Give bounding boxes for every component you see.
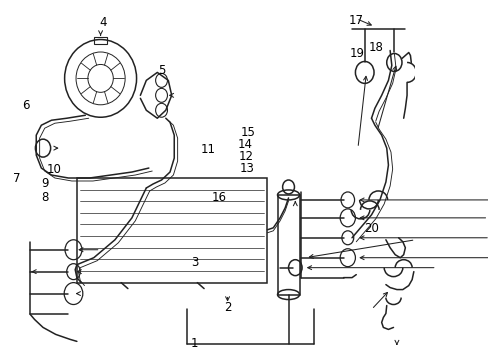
Text: 1: 1 [190, 337, 198, 350]
Text: 15: 15 [240, 126, 255, 139]
Bar [94, 37, 107, 44]
Bar [277, 195, 299, 294]
Text: 16: 16 [211, 191, 226, 204]
Text: 13: 13 [239, 162, 254, 175]
Text: 7: 7 [13, 172, 20, 185]
Text: 8: 8 [41, 191, 49, 204]
Text: 10: 10 [47, 163, 62, 176]
Text: 6: 6 [22, 99, 30, 112]
Text: 4: 4 [100, 17, 107, 30]
Text: 17: 17 [347, 14, 363, 27]
Text: 20: 20 [363, 222, 378, 235]
Text: 14: 14 [237, 138, 252, 151]
Text: 12: 12 [238, 150, 253, 163]
Bar [77, 178, 267, 283]
Text: 3: 3 [190, 256, 198, 269]
Text: 2: 2 [224, 301, 231, 314]
Text: 9: 9 [41, 177, 49, 190]
Text: 18: 18 [368, 41, 383, 54]
Text: 19: 19 [349, 47, 365, 60]
Text: 5: 5 [158, 64, 165, 77]
Text: 11: 11 [201, 143, 216, 156]
